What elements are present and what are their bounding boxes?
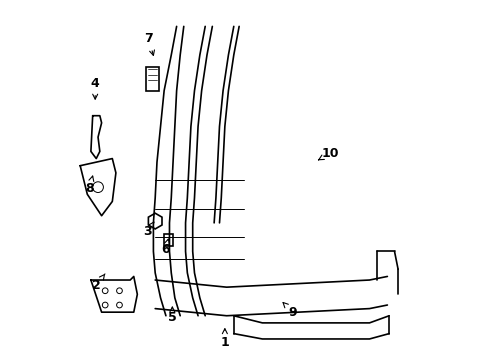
FancyBboxPatch shape [146,67,159,91]
FancyBboxPatch shape [164,234,173,246]
Text: 7: 7 [144,32,154,55]
Text: 6: 6 [161,239,169,256]
Text: 3: 3 [142,222,154,238]
Text: 2: 2 [92,274,105,292]
Text: 4: 4 [91,77,100,99]
Text: 8: 8 [84,176,94,195]
Text: 9: 9 [283,302,296,319]
Text: 1: 1 [220,329,229,349]
Text: 10: 10 [318,147,338,160]
Text: 5: 5 [167,307,176,324]
